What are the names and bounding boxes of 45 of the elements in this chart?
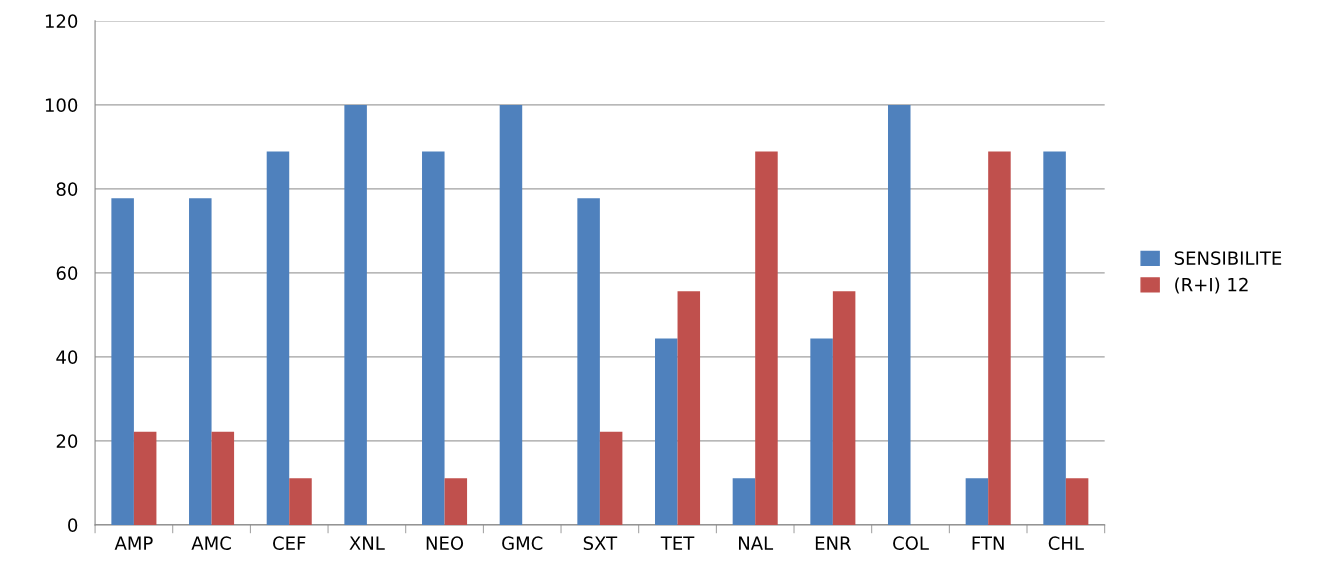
y-tick-label: 40 — [56, 350, 78, 365]
bar — [810, 338, 833, 525]
bar — [755, 151, 778, 525]
bar — [599, 431, 623, 525]
bar — [444, 478, 468, 525]
bar — [888, 104, 911, 525]
y-tick-label: 60 — [56, 266, 78, 281]
y-tick-label: 80 — [56, 182, 78, 197]
x-tick-label: AMC — [191, 536, 231, 550]
bar — [1065, 478, 1089, 525]
bar — [988, 151, 1011, 525]
x-tick-label: XNL — [349, 536, 385, 550]
bar — [344, 104, 367, 525]
y-tick-label: 20 — [56, 434, 78, 448]
bar — [211, 431, 235, 525]
y-tick-label: 0 — [68, 518, 78, 532]
bar — [133, 431, 157, 525]
bar — [1043, 151, 1066, 525]
legend-label: (R+I) 12 — [1175, 277, 1248, 294]
x-tick-label: CHL — [1048, 536, 1084, 550]
bar — [499, 104, 523, 525]
bar — [289, 478, 312, 525]
bar — [832, 291, 856, 525]
bar — [655, 338, 678, 525]
bar — [965, 478, 989, 525]
y-tick-label: 100 — [45, 98, 78, 113]
bar — [577, 198, 600, 525]
x-tick-label: GMC — [502, 536, 543, 550]
x-tick-label: CEF — [273, 536, 306, 550]
bar — [266, 151, 290, 525]
x-tick-label: ENR — [815, 536, 852, 550]
x-tick-label: TET — [660, 536, 695, 550]
x-tick-label: COL — [893, 536, 929, 550]
bar — [677, 291, 701, 525]
x-tick-label: SXT — [583, 536, 618, 550]
x-tick-label: AMP — [114, 536, 153, 550]
x-tick-label: FTN — [972, 536, 1004, 550]
bar — [189, 198, 212, 525]
legend-label: SENSIBILITE — [1174, 251, 1282, 265]
bar — [111, 198, 134, 525]
x-tick-label: NAL — [739, 536, 774, 550]
bar — [422, 151, 445, 525]
bar — [732, 478, 756, 525]
y-tick-label: 120 — [45, 14, 78, 29]
x-tick-label: NEO — [426, 536, 464, 550]
